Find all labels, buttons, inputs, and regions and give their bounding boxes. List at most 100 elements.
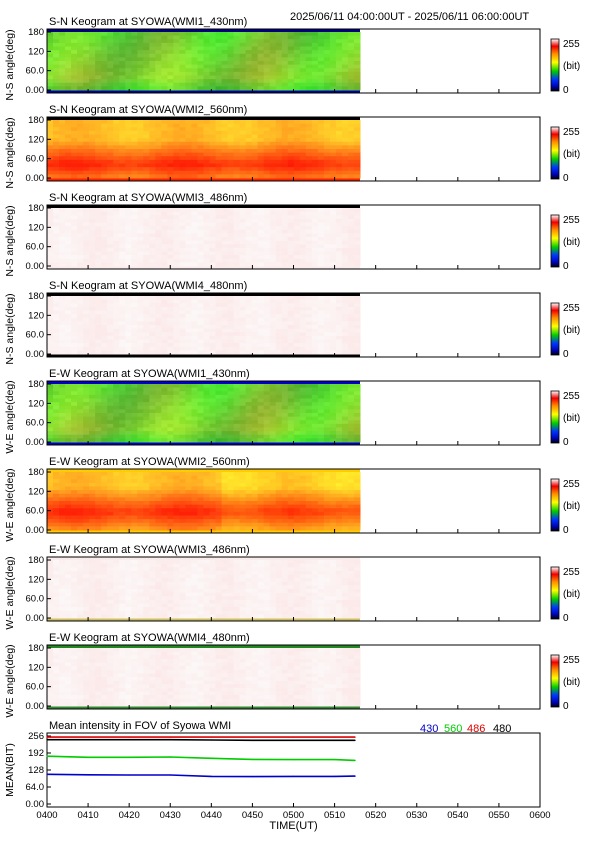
heatmap-cell	[203, 501, 211, 506]
heatmap-cell	[131, 423, 138, 429]
heatmap-cell	[119, 479, 126, 484]
heatmap-cell	[161, 53, 168, 58]
heatmap-cell	[317, 222, 325, 227]
heatmap-cell	[71, 138, 78, 143]
heatmap-cell	[269, 170, 277, 175]
heatmap-cell	[137, 394, 144, 400]
heatmap-cell	[95, 64, 102, 69]
heatmap-cell	[269, 346, 277, 351]
heatmap-cell	[83, 159, 90, 165]
heatmap-cell	[209, 86, 217, 91]
heatmap-cell	[77, 493, 84, 498]
heatmap-cell	[125, 475, 132, 480]
heatmap-cell	[143, 384, 150, 389]
heatmap-cell	[107, 438, 114, 443]
heatmap-cell	[173, 229, 180, 234]
heatmap-cell	[53, 504, 60, 509]
heatmap-cell	[137, 61, 144, 66]
heatmap-cell	[221, 50, 229, 55]
heatmap-cell	[167, 508, 174, 513]
heatmap-cell	[329, 156, 337, 161]
heatmap-cell	[125, 497, 132, 502]
heatmap-cell	[347, 79, 355, 84]
heatmap-cell	[353, 163, 361, 168]
heatmap-cell	[311, 405, 319, 410]
heatmap-cell	[95, 431, 102, 436]
heatmap-cell	[353, 134, 361, 139]
heatmap-cell	[155, 255, 162, 260]
time-range-label: 2025/06/11 04:00:00UT - 2025/06/11 06:00…	[290, 11, 529, 23]
heatmap-cell	[221, 325, 229, 330]
heatmap-cell	[155, 416, 162, 421]
heatmap-cell	[317, 391, 325, 396]
heatmap-cell	[245, 120, 253, 125]
heatmap-cell	[263, 434, 271, 439]
heatmap-cell	[185, 493, 192, 498]
heatmap-cell	[263, 32, 271, 37]
heatmap-cell	[161, 391, 168, 396]
heatmap-cell	[275, 423, 283, 429]
heatmap-cell	[179, 423, 186, 429]
heatmap-cell	[281, 79, 289, 84]
heatmap-cell	[239, 321, 247, 326]
heatmap-cell	[269, 32, 277, 37]
heatmap-cell	[137, 174, 144, 179]
heatmap-cell	[47, 145, 54, 150]
heatmap-cell	[317, 434, 325, 439]
heatmap-cell	[47, 233, 54, 238]
heatmap-cell	[311, 138, 319, 143]
heatmap-cell	[65, 226, 72, 231]
heatmap-cell	[161, 420, 168, 425]
colorbar-max-label: 255	[563, 303, 580, 314]
heatmap-cell	[197, 170, 204, 175]
heatmap-cell	[257, 314, 265, 319]
heatmap-cell	[77, 138, 84, 143]
heatmap-cell	[329, 163, 337, 168]
heatmap-cell	[353, 53, 361, 58]
heatmap-cell	[287, 497, 295, 502]
heatmap-cell	[347, 472, 355, 477]
heatmap-cell	[251, 335, 259, 341]
heatmap-cell	[161, 130, 168, 136]
heatmap-cell	[197, 57, 204, 62]
heatmap-cell	[221, 229, 229, 234]
heatmap-cell	[341, 482, 349, 488]
heatmap-cell	[59, 420, 66, 425]
heatmap-cell	[101, 314, 108, 319]
heatmap-cell	[191, 479, 198, 484]
heatmap-cell	[329, 303, 337, 308]
heatmap-cell	[101, 68, 108, 73]
heatmap-cell	[227, 490, 235, 495]
heatmap-cell	[335, 427, 343, 432]
heatmap-cell	[185, 420, 192, 425]
heatmap-cell	[239, 384, 247, 389]
heatmap-cell	[335, 229, 343, 234]
heatmap-cell	[131, 398, 138, 403]
heatmap-cell	[221, 46, 229, 51]
heatmap-cell	[347, 215, 355, 220]
heatmap-cell	[209, 71, 217, 77]
heatmap-cell	[119, 174, 126, 179]
heatmap-cell	[347, 325, 355, 330]
heatmap-cell	[281, 472, 289, 477]
heatmap-cell	[287, 328, 295, 333]
heatmap-cell	[227, 416, 235, 421]
heatmap-cell	[107, 39, 114, 44]
heatmap-cell	[197, 332, 204, 337]
heatmap-cell	[257, 75, 265, 80]
heatmap-cell	[101, 247, 108, 253]
heatmap-cell	[245, 247, 253, 253]
heatmap-cell	[107, 75, 114, 80]
heatmap-cell	[233, 208, 241, 213]
heatmap-cell	[245, 409, 253, 414]
heatmap-cell	[209, 156, 217, 161]
heatmap-cell	[83, 493, 90, 498]
heatmap-cell	[179, 138, 186, 143]
heatmap-cell	[131, 145, 138, 150]
heatmap-cell	[71, 482, 78, 488]
heatmap-cell	[167, 387, 174, 392]
heatmap-cell	[197, 296, 204, 301]
heatmap-cell	[59, 508, 66, 513]
heatmap-cell	[335, 211, 343, 216]
heatmap-cell	[167, 68, 174, 73]
